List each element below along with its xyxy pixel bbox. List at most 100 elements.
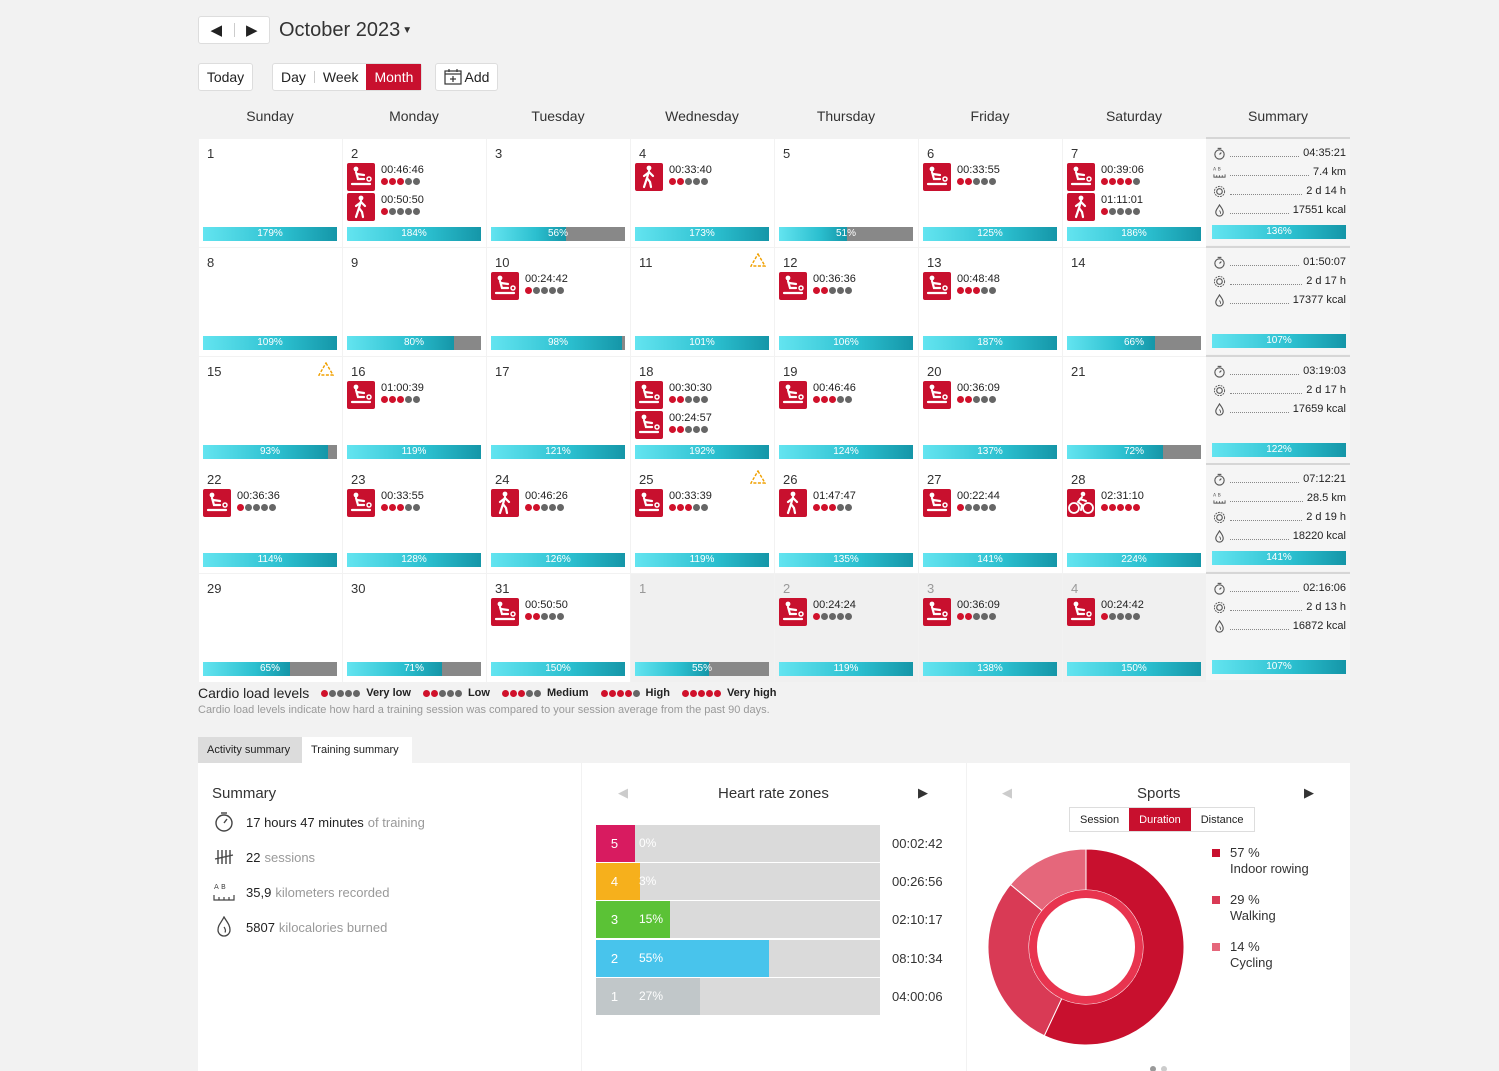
training-session[interactable]: 00:24:57 <box>635 411 712 439</box>
today-button[interactable]: Today <box>198 63 253 91</box>
add-button[interactable]: Add <box>435 63 498 91</box>
training-session[interactable]: 00:36:36 <box>779 272 856 300</box>
rowing-icon <box>923 272 951 300</box>
calendar-day-cell[interactable]: 29 65% <box>199 574 342 682</box>
calendar-day-cell[interactable]: 4 00:33:40 173% <box>631 139 774 247</box>
calendar-day-cell[interactable]: 27 00:22:44 141% <box>919 465 1062 573</box>
training-session[interactable]: 00:39:06 <box>1067 163 1144 191</box>
calendar-day-cell[interactable]: 3 56% <box>487 139 630 247</box>
calendar-day-cell[interactable]: 31 00:50:50 150% <box>487 574 630 682</box>
session-info: 00:36:09 <box>957 598 1000 620</box>
calendar-day-cell[interactable]: 16 01:00:39 119% <box>343 357 486 465</box>
next-month-button[interactable]: ▶ <box>245 22 258 39</box>
page-dot[interactable] <box>1161 1066 1167 1071</box>
calendar-day-cell[interactable]: 15 93% <box>199 357 342 465</box>
calendar-day-cell[interactable]: 1 179% <box>199 139 342 247</box>
training-session[interactable]: 00:33:55 <box>347 489 424 517</box>
segment-duration[interactable]: Duration <box>1129 808 1191 831</box>
tab-activity-summary[interactable]: Activity summary <box>198 737 302 763</box>
training-session[interactable]: 01:00:39 <box>347 381 424 409</box>
calendar-day-cell[interactable]: 26 01:47:47 135% <box>775 465 918 573</box>
calendar-day-cell[interactable]: 18 00:30:30 00:24:57 192% <box>631 357 774 465</box>
tally-icon <box>212 846 236 868</box>
segment-session[interactable]: Session <box>1080 813 1120 826</box>
calendar-day-cell[interactable]: 11 101% <box>631 248 774 356</box>
training-session[interactable]: 00:46:26 <box>491 489 568 517</box>
summary-row: 18220 kcal <box>1212 529 1346 543</box>
legend-sport-name: Walking <box>1230 908 1276 923</box>
training-session[interactable]: 00:46:46 <box>779 381 856 409</box>
progress-label: 93% <box>259 446 280 457</box>
weekly-progress-bar: 119% <box>347 445 481 459</box>
training-session[interactable]: 00:33:40 <box>635 163 712 191</box>
calendar-day-cell[interactable]: 3 00:36:09 138% <box>919 574 1062 682</box>
training-session[interactable]: 01:11:01 <box>1067 193 1143 221</box>
calendar-day-cell[interactable]: 10 00:24:42 98% <box>487 248 630 356</box>
calendar-day-cell[interactable]: 14 66% <box>1063 248 1206 356</box>
month-picker[interactable]: October 2023 ▼ <box>279 19 412 42</box>
training-session[interactable]: 00:50:50 <box>347 193 424 221</box>
progress-fill <box>923 227 1057 241</box>
calendar-day-cell[interactable]: 30 71% <box>343 574 486 682</box>
tab-training-summary[interactable]: Training summary <box>302 737 412 763</box>
calendar-day-cell[interactable]: 28 02:31:10 224% <box>1063 465 1206 573</box>
calendar-day-cell[interactable]: 4 00:24:42 150% <box>1063 574 1206 682</box>
calendar-day-cell[interactable]: 2 00:24:24 119% <box>775 574 918 682</box>
training-session[interactable]: 00:46:46 <box>347 163 424 191</box>
training-session[interactable]: 00:33:55 <box>923 163 1000 191</box>
training-session[interactable]: 00:50:50 <box>491 598 568 626</box>
zone-time: 00:02:42 <box>892 836 943 851</box>
training-session[interactable]: 02:31:10 <box>1067 489 1144 517</box>
training-session[interactable]: 00:48:48 <box>923 272 1000 300</box>
week-view-button[interactable]: Week <box>322 69 359 85</box>
training-session[interactable]: 01:47:47 <box>779 489 856 517</box>
warning-icon[interactable] <box>317 361 335 376</box>
calendar-day-cell[interactable]: 5 51% <box>775 139 918 247</box>
recovery-icon <box>1212 383 1226 397</box>
summary-row: 04:35:21 <box>1212 146 1346 160</box>
training-session[interactable]: 00:24:24 <box>779 598 856 626</box>
sports-next-button[interactable]: ▶ <box>1304 785 1314 800</box>
day-view-button[interactable]: Day <box>281 69 306 85</box>
calendar-day-cell[interactable]: 21 72% <box>1063 357 1206 465</box>
calendar-day-cell[interactable]: 2 00:46:46 00:50:50 184% <box>343 139 486 247</box>
calendar-day-cell[interactable]: 24 00:46:26 126% <box>487 465 630 573</box>
calendar-day-cell[interactable]: 19 00:46:46 124% <box>775 357 918 465</box>
calendar-day-cell[interactable]: 12 00:36:36 106% <box>775 248 918 356</box>
calendar-day-cell[interactable]: 25 00:33:39 119% <box>631 465 774 573</box>
calendar-day-cell[interactable]: 1 55% <box>631 574 774 682</box>
summary-stat-value: 22 <box>246 849 261 865</box>
calendar-day-cell[interactable]: 13 00:48:48 187% <box>919 248 1062 356</box>
calendar-day-cell[interactable]: 9 80% <box>343 248 486 356</box>
page-dot-active[interactable] <box>1150 1066 1156 1071</box>
walking-icon <box>347 193 375 221</box>
hr-prev-button[interactable]: ◀ <box>618 785 628 800</box>
training-session[interactable]: 00:30:30 <box>635 381 712 409</box>
calendar-day-cell[interactable]: 20 00:36:09 137% <box>919 357 1062 465</box>
training-session[interactable]: 00:36:36 <box>203 489 280 517</box>
hr-next-button[interactable]: ▶ <box>918 785 928 800</box>
calendar-day-cell[interactable]: 6 00:33:55 125% <box>919 139 1062 247</box>
training-session[interactable]: 00:24:42 <box>1067 598 1144 626</box>
dotted-leader <box>1230 187 1303 195</box>
calendar-day-cell[interactable]: 22 00:36:36 114% <box>199 465 342 573</box>
prev-month-button[interactable]: ◀ <box>210 22 223 39</box>
training-session[interactable]: 00:33:39 <box>635 489 712 517</box>
training-session[interactable]: 00:36:09 <box>923 598 1000 626</box>
segment-distance[interactable]: Distance <box>1200 813 1244 826</box>
training-session[interactable]: 00:22:44 <box>923 489 1000 517</box>
warning-icon[interactable] <box>749 252 767 267</box>
training-session[interactable]: 00:24:42 <box>491 272 568 300</box>
sports-prev-button[interactable]: ◀ <box>1002 785 1012 800</box>
training-session[interactable]: 00:36:09 <box>923 381 1000 409</box>
legend-item: Low <box>422 687 490 699</box>
month-view-button[interactable]: Month <box>366 64 422 90</box>
calendar-day-cell[interactable]: 23 00:33:55 128% <box>343 465 486 573</box>
calendar-day-cell[interactable]: 8 109% <box>199 248 342 356</box>
calendar-day-cell[interactable]: 7 00:39:06 01:11:01 186% <box>1063 139 1206 247</box>
day-number: 17 <box>495 364 510 379</box>
warning-icon[interactable] <box>749 469 767 484</box>
calendar-day-cell[interactable]: 17 121% <box>487 357 630 465</box>
month-navigation: ◀ ▶ <box>198 16 270 44</box>
rowing-icon <box>779 381 807 409</box>
